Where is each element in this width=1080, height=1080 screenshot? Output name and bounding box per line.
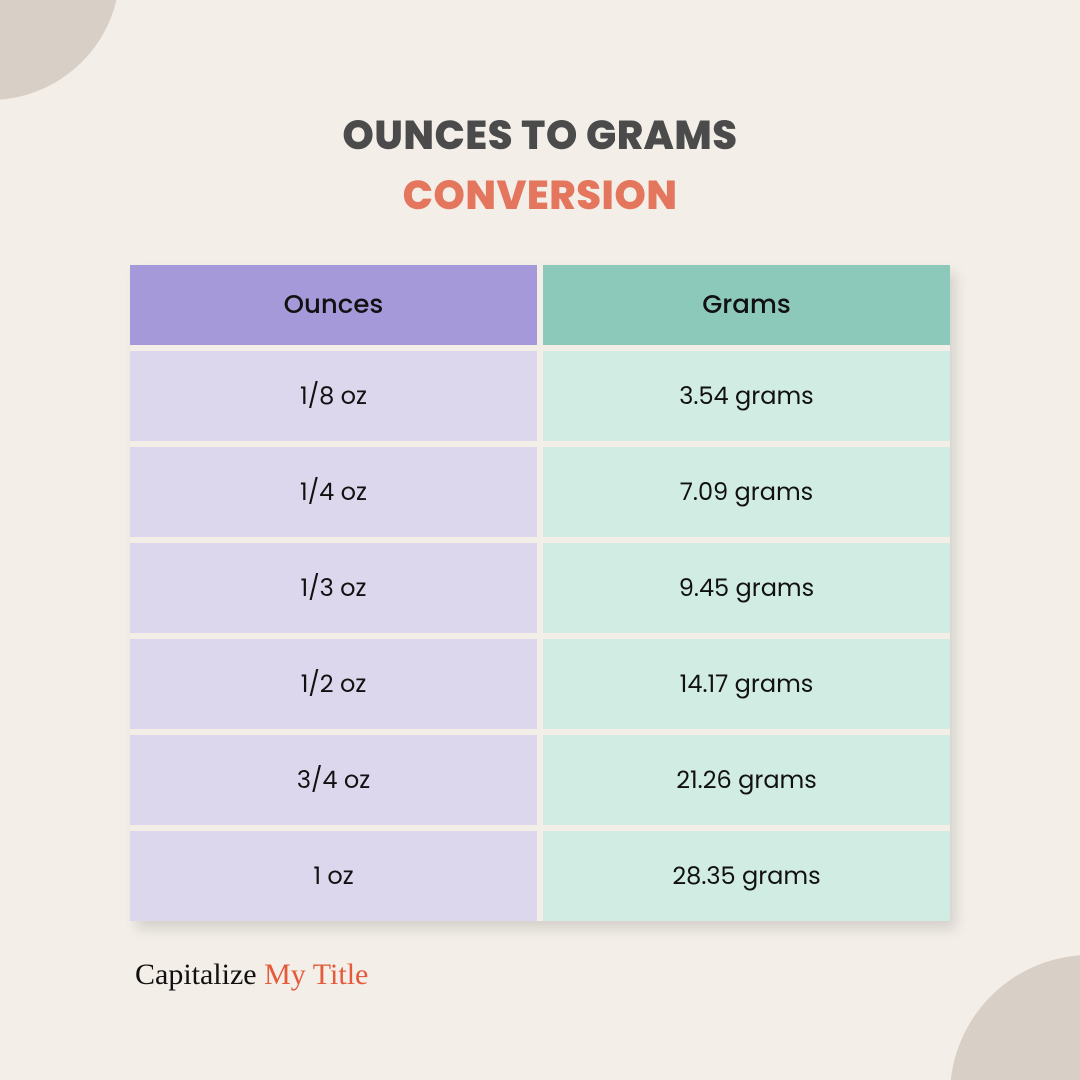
conversion-table: OuncesGrams1/8 oz3.54 grams1/4 oz7.09 gr… [130,265,950,921]
decor-circle-top-left [0,0,120,100]
cell-ounces: 1 oz [130,831,537,921]
table-row: 1/8 oz3.54 grams [130,351,950,441]
cell-grams: 3.54 grams [543,351,950,441]
col-header-grams: Grams [543,265,950,345]
table-row: 1/2 oz14.17 grams [130,639,950,729]
brand-footer: Capitalize My Title [135,958,368,992]
title-line-2: CONVERSION [0,165,1080,225]
col-header-ounces: Ounces [130,265,537,345]
table-row: 1 oz28.35 grams [130,831,950,921]
cell-ounces: 1/2 oz [130,639,537,729]
cell-grams: 28.35 grams [543,831,950,921]
cell-grams: 14.17 grams [543,639,950,729]
brand-part-2: My Title [264,958,368,991]
cell-ounces: 1/4 oz [130,447,537,537]
cell-ounces: 3/4 oz [130,735,537,825]
cell-ounces: 1/3 oz [130,543,537,633]
cell-ounces: 1/8 oz [130,351,537,441]
table-row: 1/3 oz9.45 grams [130,543,950,633]
decor-circle-bottom-right [950,955,1080,1080]
cell-grams: 21.26 grams [543,735,950,825]
title-block: OUNCES TO GRAMS CONVERSION [0,105,1080,225]
cell-grams: 7.09 grams [543,447,950,537]
table-row: 1/4 oz7.09 grams [130,447,950,537]
title-line-1: OUNCES TO GRAMS [0,105,1080,165]
table-header-row: OuncesGrams [130,265,950,345]
brand-part-1: Capitalize [135,958,264,991]
table-row: 3/4 oz21.26 grams [130,735,950,825]
cell-grams: 9.45 grams [543,543,950,633]
infographic-canvas: OUNCES TO GRAMS CONVERSION OuncesGrams1/… [0,0,1080,1080]
